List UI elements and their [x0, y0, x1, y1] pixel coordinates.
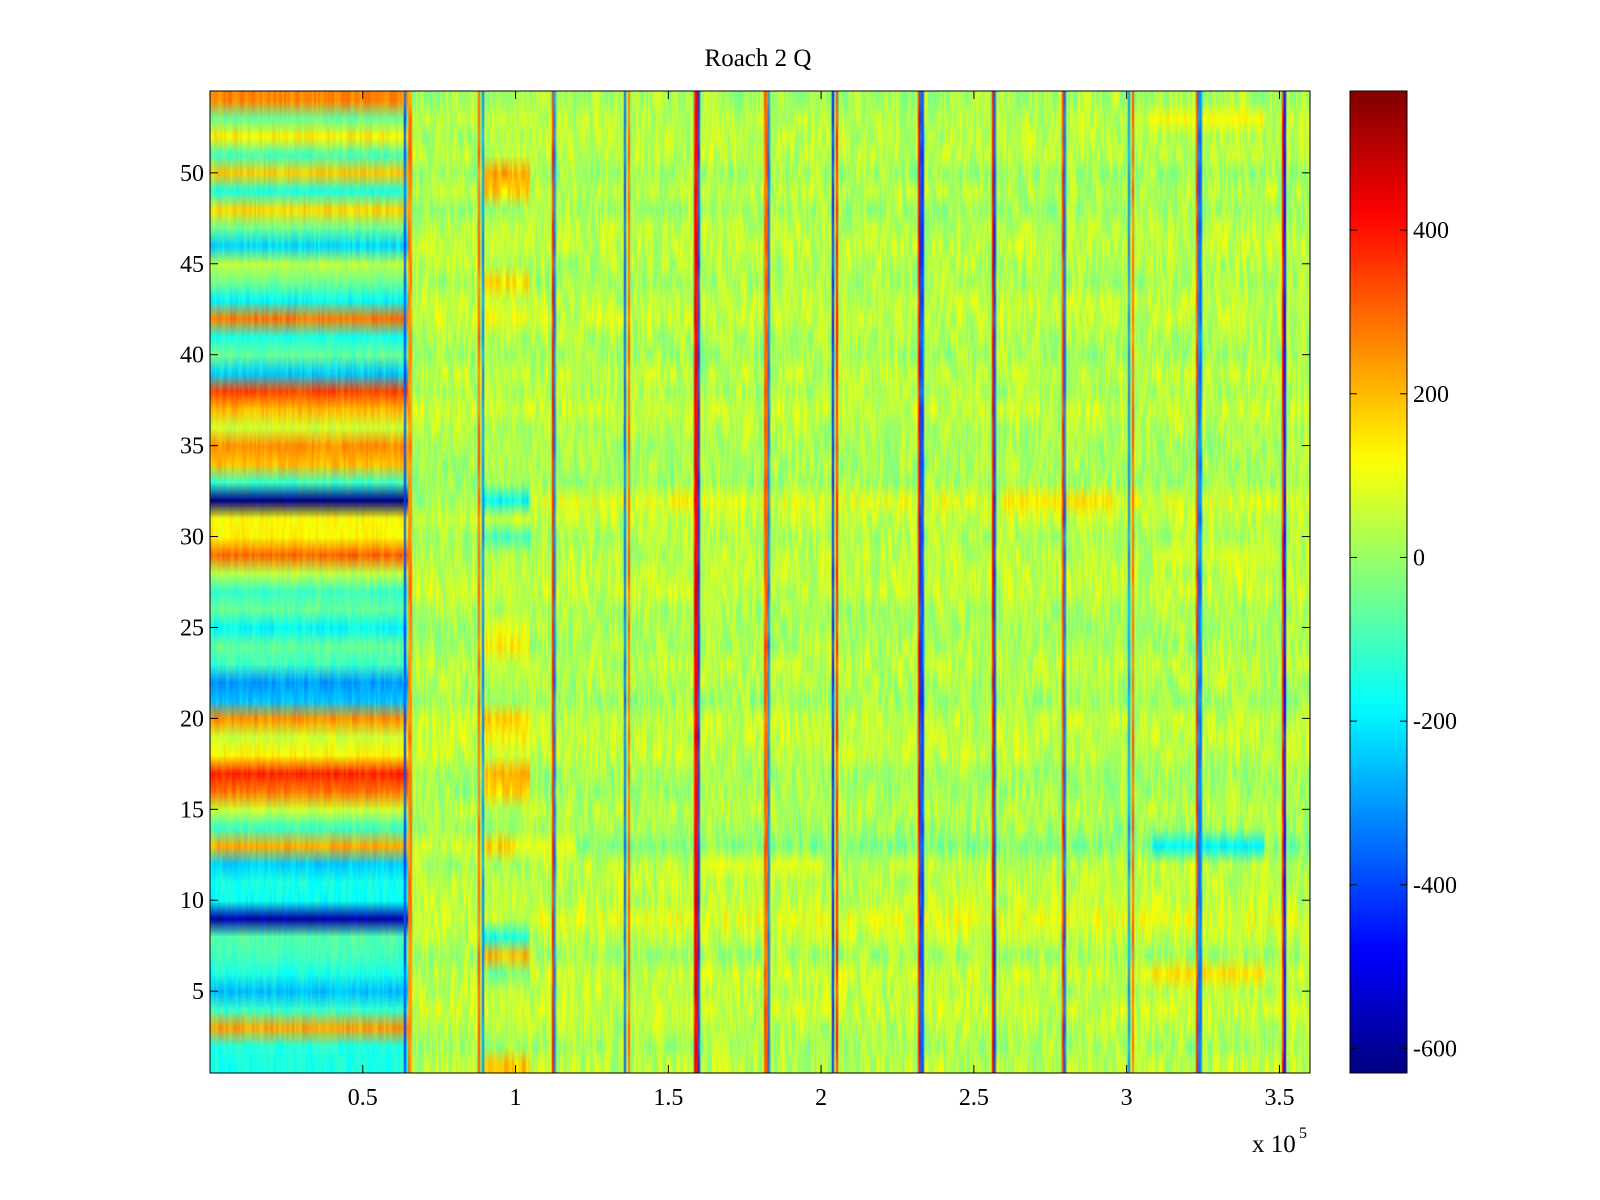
y-tick-label: 25 — [180, 615, 204, 641]
x-tick-label: 3 — [1121, 1085, 1133, 1111]
colorbar-tick-label: -200 — [1413, 709, 1457, 735]
y-axis: 5 10 15 20 25 30 35 40 45 50 — [180, 161, 1310, 1005]
colorbar-gradient — [1350, 91, 1407, 1073]
x-tick-label: 2 — [815, 1085, 827, 1111]
y-tick-label: 5 — [192, 979, 204, 1005]
colorbar-ticks: -600 -400 -200 0 200 400 — [1350, 218, 1457, 1062]
x-exponent-label: x 10 5 — [1252, 1125, 1307, 1158]
y-tick-label: 10 — [180, 888, 204, 914]
y-tick-label: 45 — [180, 252, 204, 278]
x-exponent-base: x 10 — [1252, 1131, 1296, 1158]
x-tick-label: 0.5 — [348, 1085, 378, 1111]
x-tick-label: 1.5 — [653, 1085, 683, 1111]
y-tick-label: 35 — [180, 434, 204, 460]
y-tick-label: 15 — [180, 797, 204, 823]
chart-title: Roach 2 Q — [705, 45, 812, 72]
colorbar-tick-label: 0 — [1413, 545, 1425, 571]
x-tick-label: 2.5 — [959, 1085, 989, 1111]
x-tick-label: 1 — [510, 1085, 522, 1111]
y-tick-label: 20 — [180, 706, 204, 732]
colorbar-tick-label: -600 — [1413, 1036, 1457, 1062]
x-tick-label: 3.5 — [1264, 1085, 1294, 1111]
heatmap — [210, 91, 1310, 1073]
y-tick-label: 30 — [180, 525, 204, 551]
x-exponent-power: 5 — [1299, 1125, 1307, 1142]
colorbar: -600 -400 -200 0 200 400 — [1349, 90, 1457, 1074]
colorbar-tick-label: -400 — [1413, 873, 1457, 899]
colorbar-frame — [1349, 90, 1408, 1074]
y-tick-label: 50 — [180, 161, 204, 187]
x-axis: 0.5 1 1.5 2 2.5 3 3.5 — [348, 91, 1294, 1111]
colorbar-tick-label: 200 — [1413, 382, 1449, 408]
plot-area-frame — [209, 90, 1311, 1074]
colorbar-tick-label: 400 — [1413, 218, 1449, 244]
y-tick-label: 40 — [180, 343, 204, 369]
heatmap-image — [210, 91, 1310, 1073]
